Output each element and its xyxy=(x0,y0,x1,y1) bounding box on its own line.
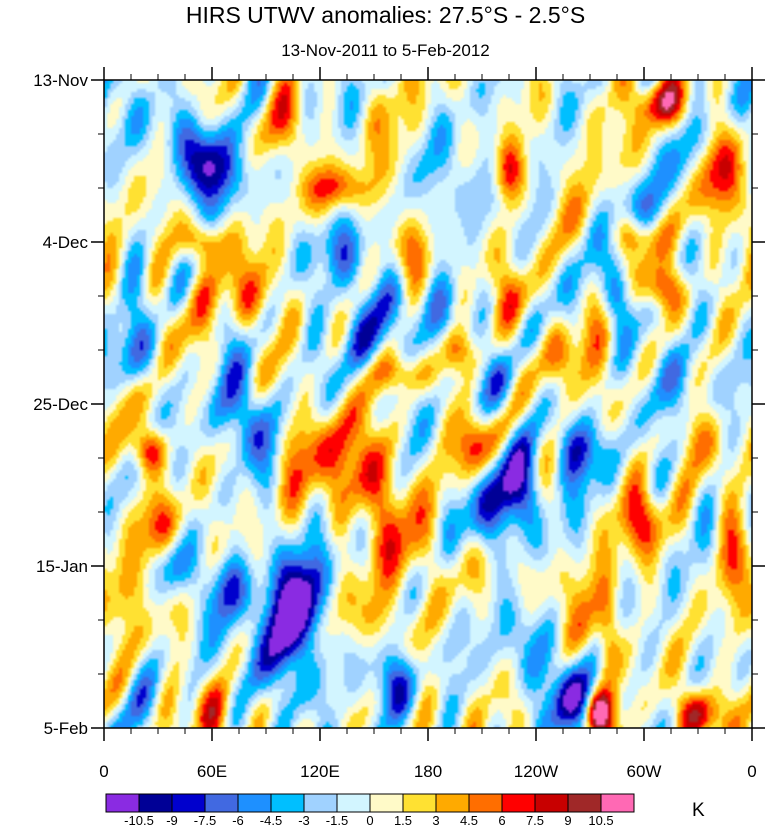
colorbar-level-label: 0 xyxy=(366,813,373,828)
x-tick-label: 120E xyxy=(300,762,340,781)
colorbar-level-label: -1.5 xyxy=(326,813,348,828)
chart-subtitle: 13-Nov-2011 to 5-Feb-2012 xyxy=(281,41,490,60)
colorbar: -10.5 -9 -7.5 -6 -4.5 -3 -1.5 0 1.5 3 4.5 6 7.5 9 10.5 xyxy=(105,793,635,828)
y-tick-label: 4-Dec xyxy=(43,233,89,252)
colorbar-unit: K xyxy=(692,800,705,821)
plot-area xyxy=(103,79,753,729)
colorbar-level-label: 1.5 xyxy=(394,813,412,828)
colorbar-level-label: -6 xyxy=(232,813,244,828)
x-tick-label: 60W xyxy=(627,762,662,781)
y-tick-label: 15-Jan xyxy=(36,557,88,576)
x-tick-label: 60E xyxy=(197,762,227,781)
x-tick-label: 0 xyxy=(747,762,756,781)
chart-title: HIRS UTWV anomalies: 27.5°S - 2.5°S xyxy=(185,2,586,28)
colorbar-level-label: -4.5 xyxy=(260,813,282,828)
colorbar-swatch xyxy=(204,793,239,813)
colorbar-swatch xyxy=(567,793,602,813)
colorbar-level-label: -9 xyxy=(166,813,178,828)
colorbar-level-label: -10.5 xyxy=(124,813,154,828)
colorbar-level-label: 9 xyxy=(564,813,571,828)
x-tick-label: 120W xyxy=(514,762,558,781)
heatmap-field xyxy=(104,80,752,728)
colorbar-swatch xyxy=(171,793,206,813)
x-axis: 0 60E 120E 180 120W 60W 0 xyxy=(99,67,757,781)
colorbar-level-label: 3 xyxy=(432,813,439,828)
colorbar-swatch xyxy=(468,793,503,813)
colorbar-swatch xyxy=(303,793,338,813)
y-axis: 13-Nov 4-Dec 25-Dec 15-Jan 5-Feb xyxy=(33,71,765,738)
colorbar-level-label: -7.5 xyxy=(194,813,216,828)
colorbar-swatch xyxy=(138,793,173,813)
colorbar-level-label: -3 xyxy=(298,813,310,828)
colorbar-swatch xyxy=(369,793,404,813)
y-tick-label: 25-Dec xyxy=(33,395,88,414)
colorbar-swatch xyxy=(435,793,470,813)
colorbar-swatch xyxy=(600,793,635,813)
colorbar-swatch xyxy=(402,793,437,813)
y-tick-label: 13-Nov xyxy=(33,71,88,90)
colorbar-level-label: 7.5 xyxy=(526,813,544,828)
y-tick-label: 5-Feb xyxy=(44,719,88,738)
colorbar-level-label: 10.5 xyxy=(588,813,613,828)
colorbar-swatch xyxy=(105,793,140,813)
colorbar-level-label: 6 xyxy=(498,813,505,828)
colorbar-swatch xyxy=(270,793,305,813)
colorbar-swatch xyxy=(534,793,569,813)
colorbar-swatch xyxy=(336,793,371,813)
colorbar-level-label: 4.5 xyxy=(460,813,478,828)
colorbar-swatch xyxy=(237,793,272,813)
x-tick-label: 180 xyxy=(414,762,442,781)
colorbar-swatch xyxy=(501,793,536,813)
x-tick-label: 0 xyxy=(99,762,108,781)
